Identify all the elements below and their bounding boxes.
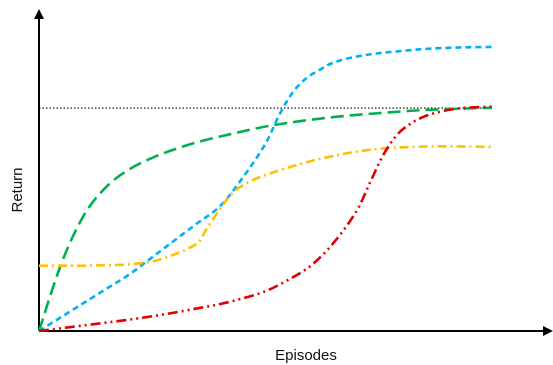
series-line-1 bbox=[38, 45, 493, 333]
x-axis-label: Episodes bbox=[275, 347, 337, 364]
series-line-3 bbox=[39, 145, 493, 268]
y-axis-label: Return bbox=[9, 167, 26, 212]
series-group bbox=[37, 45, 493, 333]
series-line-2 bbox=[37, 106, 493, 332]
series-line-4 bbox=[38, 105, 493, 333]
